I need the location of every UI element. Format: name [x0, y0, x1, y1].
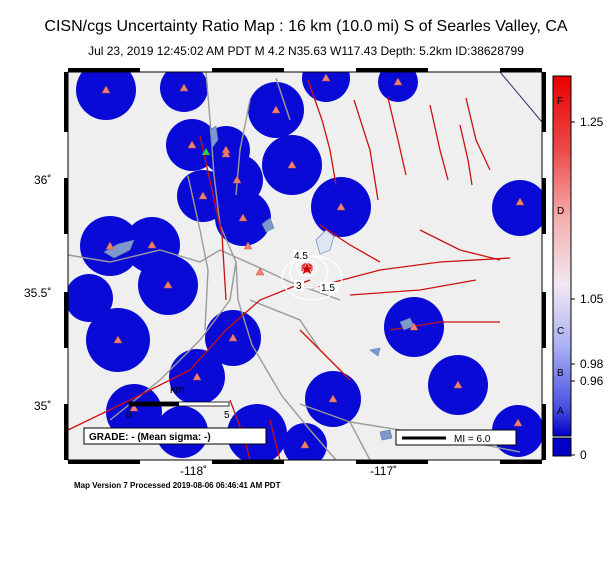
- grade-box: [83, 427, 267, 445]
- lakes: [103, 125, 415, 441]
- processing-note: Map Version 7 Processed 2019-08-06 06:46…: [74, 481, 281, 490]
- scale-tick-0: 0: [126, 410, 132, 421]
- map-border: [67, 71, 543, 461]
- faults: [68, 79, 511, 460]
- lat-label-35-5: 35.5˚: [24, 286, 51, 300]
- cbar-value-0-96: 0.96: [580, 374, 604, 388]
- cbar-value-1-05: 1.05: [580, 292, 604, 306]
- cbar-value-0: 0: [580, 448, 587, 462]
- cbar-value-0-98: 0.98: [580, 357, 604, 371]
- cbar-letter-D: D: [557, 206, 564, 217]
- colorbar-zero-swatch: [552, 437, 572, 457]
- border-line: [499, 72, 542, 123]
- stations: [101, 73, 525, 449]
- contour-label-1: 4.5: [294, 251, 308, 262]
- grade-text: GRADE: - (Mean sigma: -): [89, 432, 211, 443]
- scale-unit: km: [170, 384, 185, 396]
- lon-label-117: -117˚: [370, 464, 397, 478]
- lat-label-36: 36˚: [34, 173, 51, 187]
- station-green: [202, 148, 210, 155]
- contour-label-bg-1: [293, 250, 309, 261]
- colorbar: F D C B A 1.25 1.05 0.98 0.96 0: [552, 75, 604, 462]
- border-ticks: [64, 68, 546, 464]
- epicenter-star: [299, 261, 315, 276]
- cbar-letter-F: F: [557, 96, 563, 107]
- event-info: Jul 23, 2019 12:45:02 AM PDT M 4.2 N35.6…: [88, 44, 524, 58]
- lon-label-118: -118˚: [180, 464, 207, 478]
- map-title: CISN/cgs Uncertainty Ratio Map : 16 km (…: [44, 18, 568, 35]
- contour-label-3: 1.5: [321, 283, 335, 294]
- mi-legend-box: [395, 429, 517, 446]
- contour-label-2: 3: [296, 281, 302, 292]
- cbar-letter-B: B: [557, 368, 564, 379]
- mi-legend-text: MI = 6.0: [454, 434, 491, 445]
- scale-bar: km 0 5: [126, 384, 230, 421]
- lat-label-35: 35˚: [34, 399, 51, 413]
- cbar-value-1-25: 1.25: [580, 115, 604, 129]
- cbar-letter-C: C: [557, 326, 564, 337]
- scale-tick-5: 5: [224, 410, 230, 421]
- cbar-letter-A: A: [557, 406, 564, 417]
